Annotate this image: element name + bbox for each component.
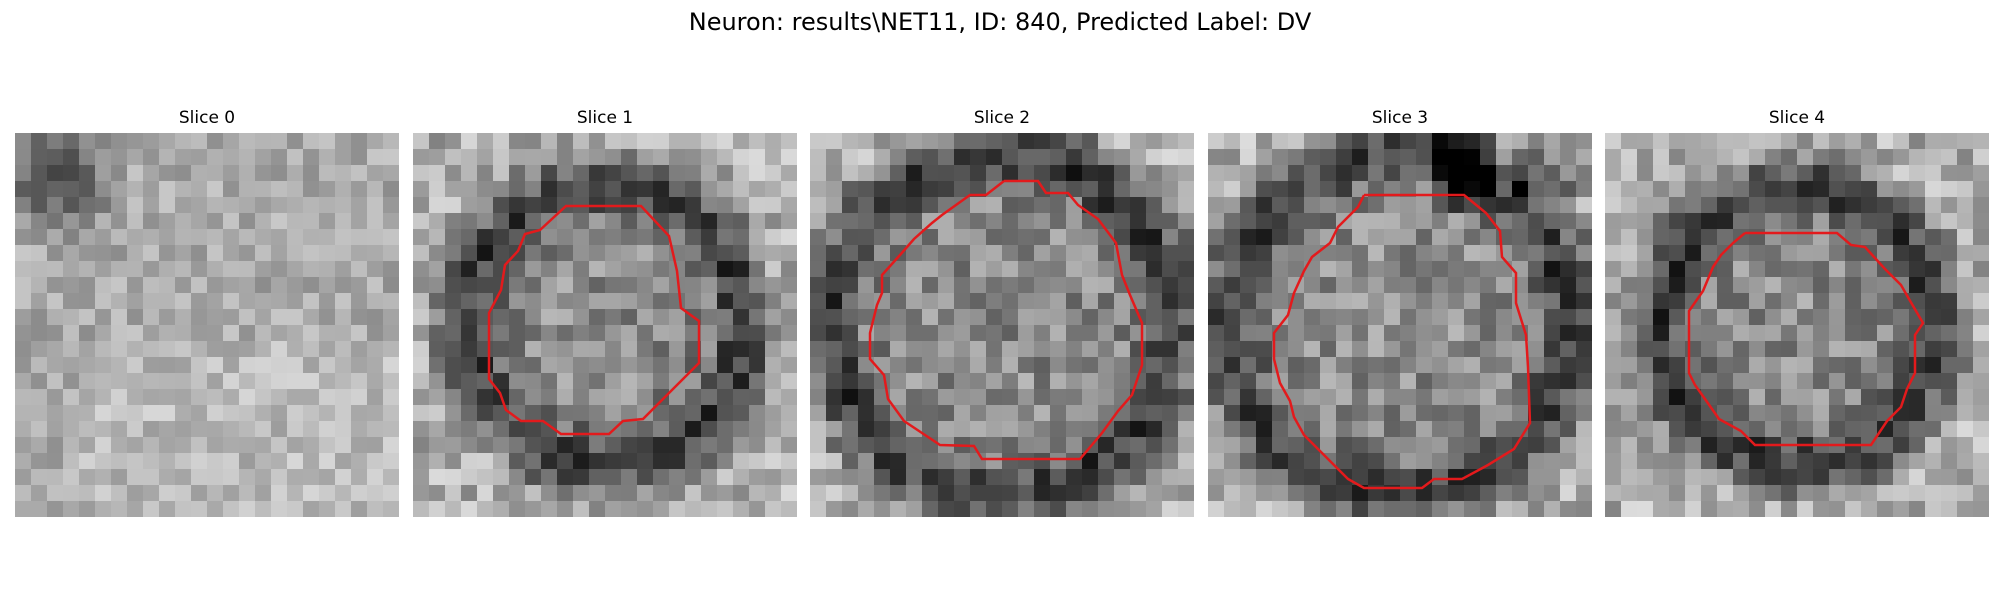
slice-panel-1: Slice 1 (413, 107, 797, 517)
slice-panel-2: Slice 2 (810, 107, 1194, 517)
slice-title: Slice 3 (1371, 108, 1429, 128)
slice-panel-3: Slice 3 (1208, 107, 1592, 517)
slice-panel-0: Slice 0 (15, 107, 399, 517)
slice-title: Slice 1 (576, 108, 634, 128)
slice-title: Slice 0 (178, 108, 236, 128)
slice-panel-4: Slice 4 (1605, 107, 1989, 517)
slice-image (810, 133, 1194, 517)
figure-title: Neuron: results\NET11, ID: 840, Predicte… (688, 8, 1312, 36)
slice-image (413, 133, 797, 517)
slice-image (15, 133, 399, 517)
slice-image (1605, 133, 1989, 517)
slice-title: Slice 2 (973, 108, 1031, 128)
slice-title: Slice 4 (1768, 108, 1826, 128)
slice-image (1208, 133, 1592, 517)
